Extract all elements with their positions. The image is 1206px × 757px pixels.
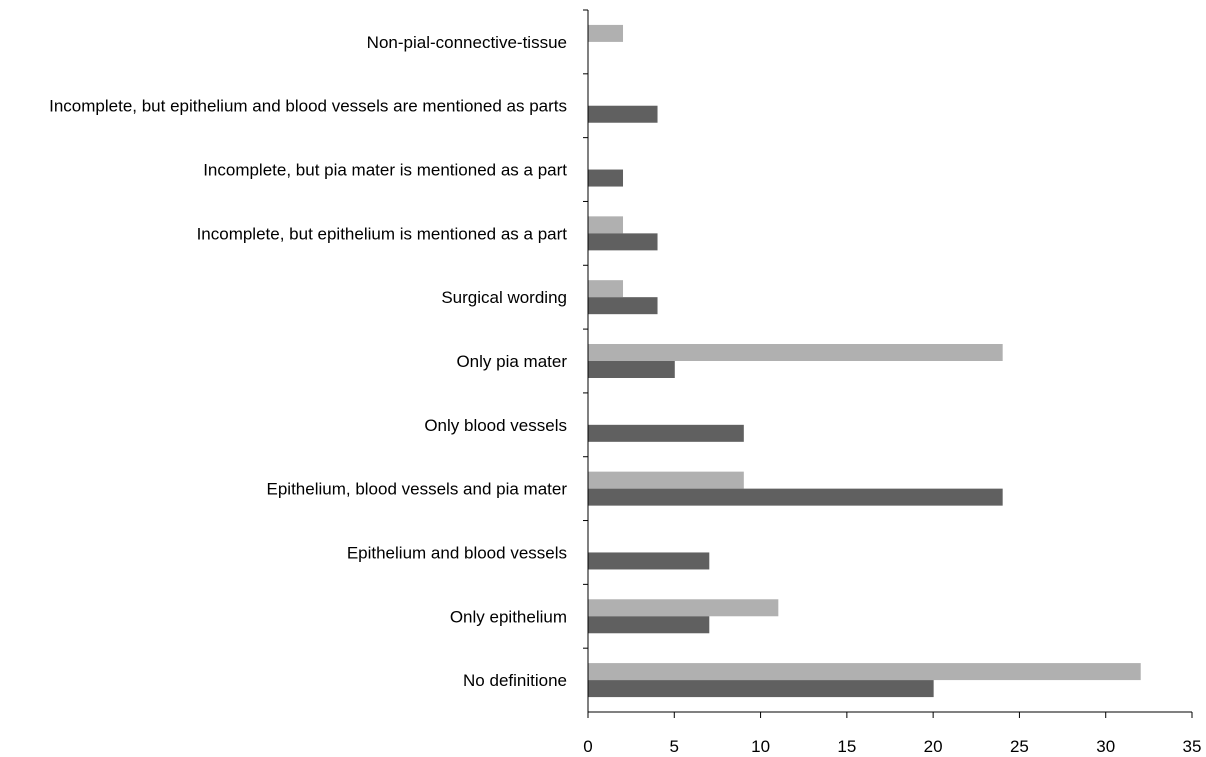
bar-dark-4: [588, 424, 744, 442]
x-tick-label: 5: [670, 737, 679, 756]
x-tick-label: 35: [1183, 737, 1202, 756]
category-label: Only pia mater: [456, 352, 567, 371]
category-label: Epithelium and blood vessels: [347, 543, 567, 562]
category-label: Incomplete, but epithelium and blood ves…: [49, 97, 567, 116]
bar-dark-8: [588, 169, 624, 187]
bar-light-0: [588, 663, 1141, 681]
x-tick-label: 15: [837, 737, 856, 756]
category-label: Only blood vessels: [424, 416, 567, 435]
x-tick-label: 30: [1096, 737, 1115, 756]
bar-dark-2: [588, 552, 710, 570]
bar-dark-1: [588, 616, 710, 634]
bar-light-7: [588, 216, 624, 234]
x-axis-ticks: 0 5 10 15 20 25 30 35: [583, 712, 1201, 756]
category-label: Surgical wording: [441, 288, 567, 307]
bar-light-6: [588, 280, 624, 298]
bar-light-10: [588, 24, 624, 42]
bar-dark-0: [588, 680, 934, 698]
category-label: Incomplete, but pia mater is mentioned a…: [203, 161, 567, 180]
category-label: Non-pial-connective-tissue: [367, 33, 567, 52]
category-label: Only epithelium: [450, 607, 567, 626]
x-tick-label: 20: [924, 737, 943, 756]
category-label: Incomplete, but epithelium is mentioned …: [197, 224, 568, 243]
bar-dark-3: [588, 488, 1003, 506]
x-tick-label: 0: [583, 737, 592, 756]
bar-dark-9: [588, 105, 658, 123]
bar-dark-6: [588, 297, 658, 315]
bar-dark-5: [588, 361, 675, 378]
bar-light-5: [588, 344, 1003, 361]
bar-dark-7: [588, 233, 658, 251]
category-label: No definitione: [463, 671, 567, 690]
x-tick-label: 10: [751, 737, 770, 756]
bars-group: [588, 24, 1141, 698]
bar-light-3: [588, 471, 744, 489]
category-label: Epithelium, blood vessels and pia mater: [267, 480, 568, 499]
category-labels: No definitione Only epithelium Epithelium …: [49, 9, 588, 690]
x-tick-label: 25: [1010, 737, 1029, 756]
bar-light-1: [588, 599, 779, 617]
